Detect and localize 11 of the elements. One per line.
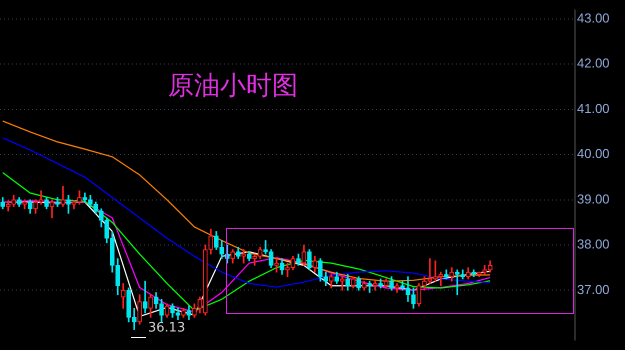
annotation: 36.13 <box>148 320 186 336</box>
y-tick-label: 43.00 <box>577 10 610 26</box>
y-tick-label: 41.00 <box>577 100 610 116</box>
candlestick <box>60 186 66 207</box>
y-tick-label: 37.00 <box>577 282 610 297</box>
candlestick <box>38 190 44 205</box>
y-tick-label: 42.00 <box>577 56 610 71</box>
text: 原油小时图 <box>168 70 298 101</box>
y-tick-label: 40.00 <box>577 146 610 162</box>
y-tick-label: 39.00 <box>577 191 610 206</box>
y-tick-label: 38.00 <box>577 236 610 252</box>
